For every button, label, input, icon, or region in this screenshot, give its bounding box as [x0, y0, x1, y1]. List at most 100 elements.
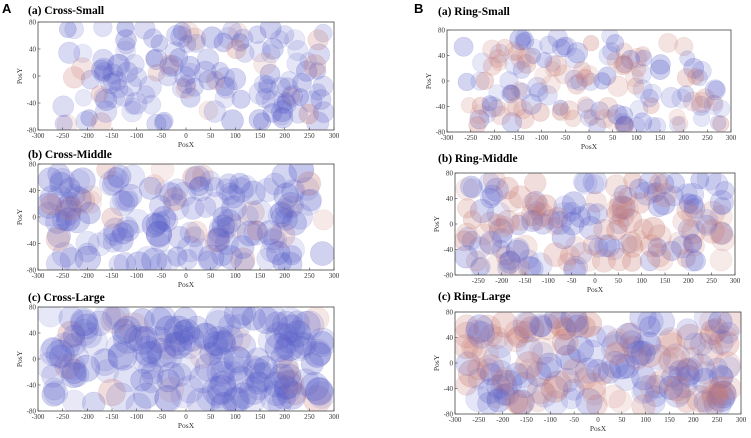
point-blue	[217, 27, 240, 49]
x-tick-label: 300	[736, 416, 747, 424]
point-blue	[115, 29, 137, 51]
point-blue	[196, 48, 220, 71]
point-red	[618, 187, 637, 206]
point-red	[595, 109, 615, 129]
point-blue	[287, 39, 309, 61]
point-red	[700, 200, 726, 226]
point-blue	[272, 107, 294, 129]
point-blue	[178, 35, 197, 54]
point-blue	[261, 44, 281, 64]
point-blue	[715, 181, 735, 201]
point-blue	[194, 196, 217, 218]
point-blue	[244, 371, 273, 401]
point-red	[700, 219, 725, 244]
point-blue	[263, 228, 285, 251]
point-red	[566, 74, 587, 95]
point-blue	[671, 88, 692, 109]
point-red	[206, 70, 226, 90]
point-red	[155, 334, 181, 360]
point-blue	[652, 192, 676, 216]
point-blue	[478, 105, 497, 124]
x-tick-label: -300	[32, 272, 45, 280]
x-tick-label: 0	[184, 132, 188, 140]
point-red	[514, 320, 537, 344]
point-blue	[133, 382, 160, 409]
point-blue	[259, 22, 282, 40]
point-blue	[218, 173, 239, 194]
point-blue	[157, 361, 185, 389]
point-blue	[132, 335, 163, 366]
point-blue	[455, 245, 478, 269]
point-blue	[693, 209, 719, 234]
point-red	[531, 103, 550, 122]
point-blue	[600, 334, 629, 362]
chart-ring-large: (c) Ring-Large -300 -250 -200 -150 -100 -50 0 50…	[432, 291, 747, 433]
point-blue	[218, 245, 243, 270]
point-blue	[107, 53, 131, 77]
point-red	[455, 373, 478, 396]
point-blue	[512, 312, 540, 339]
point-red	[626, 229, 649, 252]
point-blue	[184, 77, 204, 97]
point-blue	[647, 237, 667, 257]
point-blue	[41, 364, 65, 388]
point-red	[608, 195, 633, 220]
point-red	[701, 382, 729, 410]
point-blue	[615, 354, 640, 379]
point-red	[541, 74, 561, 95]
point-blue	[223, 356, 249, 382]
point-red	[159, 54, 180, 75]
point-blue	[179, 62, 201, 84]
point-blue	[303, 338, 332, 367]
point-blue	[603, 238, 625, 261]
point-blue	[708, 312, 733, 334]
point-blue	[585, 359, 610, 383]
point-red	[98, 378, 126, 407]
point-blue	[154, 111, 174, 130]
point-blue	[206, 384, 231, 409]
point-blue	[138, 356, 162, 380]
point-red	[78, 190, 102, 214]
point-red	[189, 344, 215, 369]
point-red	[708, 221, 733, 245]
point-blue	[614, 106, 634, 126]
x-tick-label: 300	[730, 277, 741, 285]
x-tick-label: 100	[640, 416, 651, 424]
point-red	[614, 116, 634, 132]
point-blue	[92, 48, 115, 71]
point-blue	[563, 255, 588, 275]
point-blue	[134, 326, 158, 350]
x-tick-label: 250	[706, 277, 717, 285]
point-blue	[504, 362, 529, 386]
point-blue	[77, 242, 98, 263]
point-red	[664, 375, 690, 402]
y-tick-label: -80	[27, 408, 37, 416]
point-blue	[39, 338, 68, 367]
point-blue	[480, 187, 501, 209]
point-blue	[166, 178, 189, 201]
x-axis-label: PosX	[581, 142, 598, 151]
point-blue	[676, 358, 700, 382]
point-blue	[526, 38, 543, 55]
point-blue	[248, 25, 267, 44]
point-blue	[223, 67, 247, 91]
point-red	[307, 29, 329, 51]
point-red	[685, 385, 714, 413]
point-red	[559, 100, 580, 121]
point-red	[592, 248, 616, 273]
point-red	[269, 222, 296, 249]
point-red	[520, 203, 544, 227]
point-blue	[167, 246, 188, 267]
point-red	[551, 316, 577, 341]
x-tick-label: -250	[56, 132, 69, 140]
point-blue	[488, 218, 514, 244]
x-tick-label: 50	[618, 416, 626, 424]
point-red	[651, 249, 674, 272]
point-blue	[493, 383, 516, 406]
point-red	[471, 339, 499, 368]
point-blue	[265, 311, 289, 335]
point-blue	[125, 209, 150, 234]
point-red	[680, 346, 704, 371]
point-blue	[294, 310, 325, 341]
